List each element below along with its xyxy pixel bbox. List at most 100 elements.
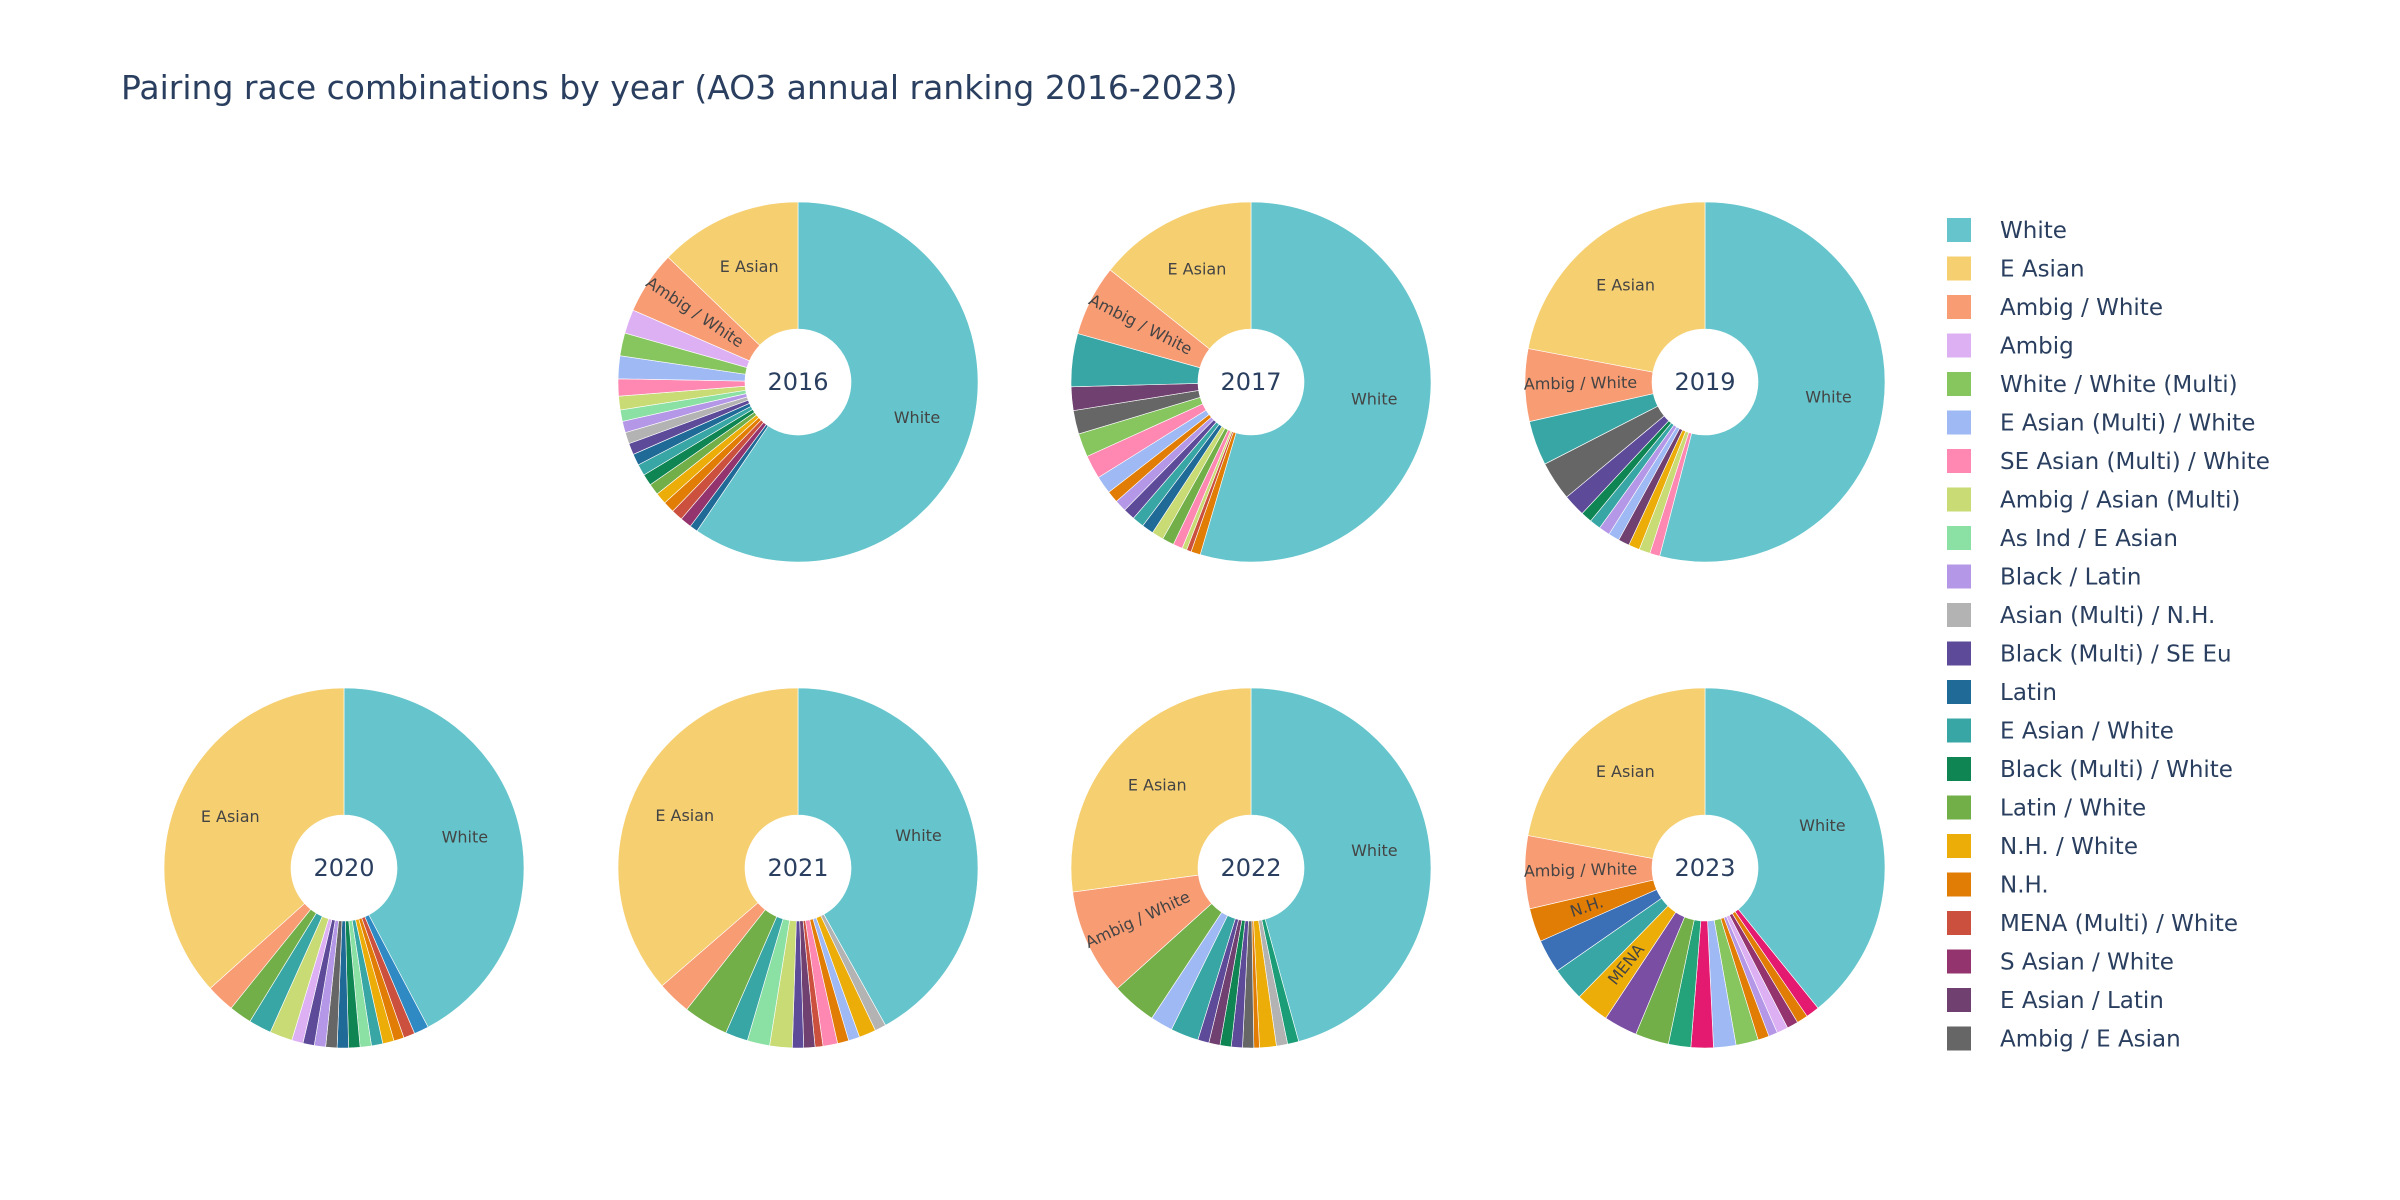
slice-label-2017-19: E Asian xyxy=(1167,259,1226,278)
slice-2022-14[interactable] xyxy=(1070,687,1252,893)
legend-swatch xyxy=(1947,1026,1971,1051)
legend-label: Ambig / Asian (Multi) xyxy=(2000,488,2240,514)
legend-swatch xyxy=(1947,256,1971,281)
legend-swatch xyxy=(1947,564,1971,589)
donut-2020: White E Asian 2020 xyxy=(163,687,525,1049)
legend-item[interactable]: N.H. / White xyxy=(1947,834,2138,860)
legend-label: E Asian / Latin xyxy=(2000,988,2164,1014)
legend-swatch xyxy=(1947,718,1971,743)
slice-label-2023-0: White xyxy=(1799,816,1846,835)
slice-2016-20[interactable] xyxy=(667,201,799,346)
legend-label: Latin xyxy=(2000,680,2057,706)
legend-item[interactable]: E Asian (Multi) / White xyxy=(1947,410,2255,437)
legend-swatch xyxy=(1947,487,1971,512)
slice-2021-14[interactable] xyxy=(617,687,799,987)
legend-swatch xyxy=(1947,333,1971,358)
legend-label: As Ind / E Asian xyxy=(2000,526,2178,552)
slice-2019-13[interactable] xyxy=(1527,201,1706,373)
legend-item[interactable]: E Asian / Latin xyxy=(1947,988,2164,1014)
slice-label-2022-14: E Asian xyxy=(1128,776,1187,795)
legend-label: Black (Multi) / SE Eu xyxy=(2000,642,2232,668)
center-label-2019: 2019 xyxy=(1674,368,1735,396)
legend-label: MENA (Multi) / White xyxy=(2000,911,2238,937)
legend-swatch xyxy=(1947,988,1971,1012)
legend[interactable]: White E Asian Ambig / White Ambig White / Wh… xyxy=(1947,218,2270,1053)
legend-label: E Asian / White xyxy=(2000,719,2174,745)
chart-title: Pairing race combinations by year (AO3 a… xyxy=(121,68,1238,107)
legend-swatch xyxy=(1947,449,1971,473)
slice-label-2020-17: E Asian xyxy=(201,807,260,826)
legend-item[interactable]: Latin / White xyxy=(1947,795,2146,822)
slice-2019-0[interactable] xyxy=(1659,201,1886,563)
legend-swatch xyxy=(1947,603,1971,627)
legend-item[interactable]: Asian (Multi) / N.H. xyxy=(1947,603,2215,629)
legend-item[interactable]: Ambig / White xyxy=(1947,295,2163,321)
slice-label-2023-18: E Asian xyxy=(1596,762,1655,781)
legend-item[interactable]: Ambig / Asian (Multi) xyxy=(1947,487,2240,514)
legend-swatch xyxy=(1947,911,1971,935)
legend-swatch xyxy=(1947,218,1971,242)
legend-label: Ambig / E Asian xyxy=(2000,1027,2181,1053)
center-label-2020: 2020 xyxy=(313,854,374,882)
legend-item[interactable]: S Asian / White xyxy=(1947,949,2174,976)
slice-label-2023-17: Ambig / White xyxy=(1524,859,1638,881)
legend-item[interactable]: Ambig xyxy=(1947,333,2074,360)
center-label-2016: 2016 xyxy=(767,368,828,396)
legend-label: N.H. xyxy=(2000,873,2049,899)
legend-item[interactable]: Black (Multi) / SE Eu xyxy=(1947,641,2232,668)
legend-item[interactable]: White xyxy=(1947,218,2067,244)
legend-label: White xyxy=(2000,218,2067,244)
legend-item[interactable]: E Asian / White xyxy=(1947,718,2174,745)
legend-item[interactable]: White / White (Multi) xyxy=(1947,372,2238,398)
donut-2021: White E Asian 2021 xyxy=(617,687,979,1049)
slice-label-2021-14: E Asian xyxy=(655,806,714,825)
legend-label: Ambig xyxy=(2000,334,2074,360)
slice-2023-0[interactable] xyxy=(1704,687,1886,1009)
legend-swatch xyxy=(1947,680,1971,704)
legend-item[interactable]: E Asian xyxy=(1947,256,2085,283)
slice-2017-0[interactable] xyxy=(1199,201,1432,563)
legend-label: Asian (Multi) / N.H. xyxy=(2000,603,2215,629)
slice-2022-0[interactable] xyxy=(1250,687,1432,1042)
legend-item[interactable]: SE Asian (Multi) / White xyxy=(1947,449,2270,475)
legend-label: E Asian (Multi) / White xyxy=(2000,411,2255,437)
slice-2021-0[interactable] xyxy=(797,687,979,1026)
slice-label-2016-0: White xyxy=(894,408,941,427)
center-label-2017: 2017 xyxy=(1220,368,1281,396)
slice-2020-17[interactable] xyxy=(163,687,345,989)
center-label-2021: 2021 xyxy=(767,854,828,882)
slice-2020-0[interactable] xyxy=(343,687,525,1028)
slice-2023-18[interactable] xyxy=(1527,687,1706,859)
slice-label-2020-0: White xyxy=(442,828,489,847)
legend-label: Black (Multi) / White xyxy=(2000,757,2233,783)
legend-label: E Asian xyxy=(2000,257,2085,283)
legend-item[interactable]: Latin xyxy=(1947,680,2057,706)
legend-item[interactable]: Ambig / E Asian xyxy=(1947,1026,2181,1053)
donut-charts: White Ambig / White E Asian 2016 White Ambig … xyxy=(163,201,1886,1049)
legend-label: SE Asian (Multi) / White xyxy=(2000,449,2270,475)
legend-swatch xyxy=(1947,757,1971,781)
center-label-2023: 2023 xyxy=(1674,854,1735,882)
legend-item[interactable]: MENA (Multi) / White xyxy=(1947,911,2238,937)
slice-label-2019-13: E Asian xyxy=(1596,276,1655,295)
legend-swatch xyxy=(1947,872,1971,897)
legend-label: N.H. / White xyxy=(2000,834,2138,860)
legend-label: White / White (Multi) xyxy=(2000,372,2238,398)
legend-item[interactable]: N.H. xyxy=(1947,872,2049,899)
legend-item[interactable]: Black (Multi) / White xyxy=(1947,757,2233,783)
legend-swatch xyxy=(1947,949,1971,974)
legend-swatch xyxy=(1947,526,1971,550)
legend-swatch xyxy=(1947,372,1971,396)
slice-2017-19[interactable] xyxy=(1109,201,1252,350)
center-label-2022: 2022 xyxy=(1220,854,1281,882)
slice-2016-0[interactable] xyxy=(696,201,979,563)
slice-label-2016-20: E Asian xyxy=(720,257,779,276)
legend-swatch xyxy=(1947,834,1971,858)
legend-item[interactable]: As Ind / E Asian xyxy=(1947,526,2178,552)
legend-item[interactable]: Black / Latin xyxy=(1947,564,2142,591)
legend-label: Latin / White xyxy=(2000,796,2146,822)
